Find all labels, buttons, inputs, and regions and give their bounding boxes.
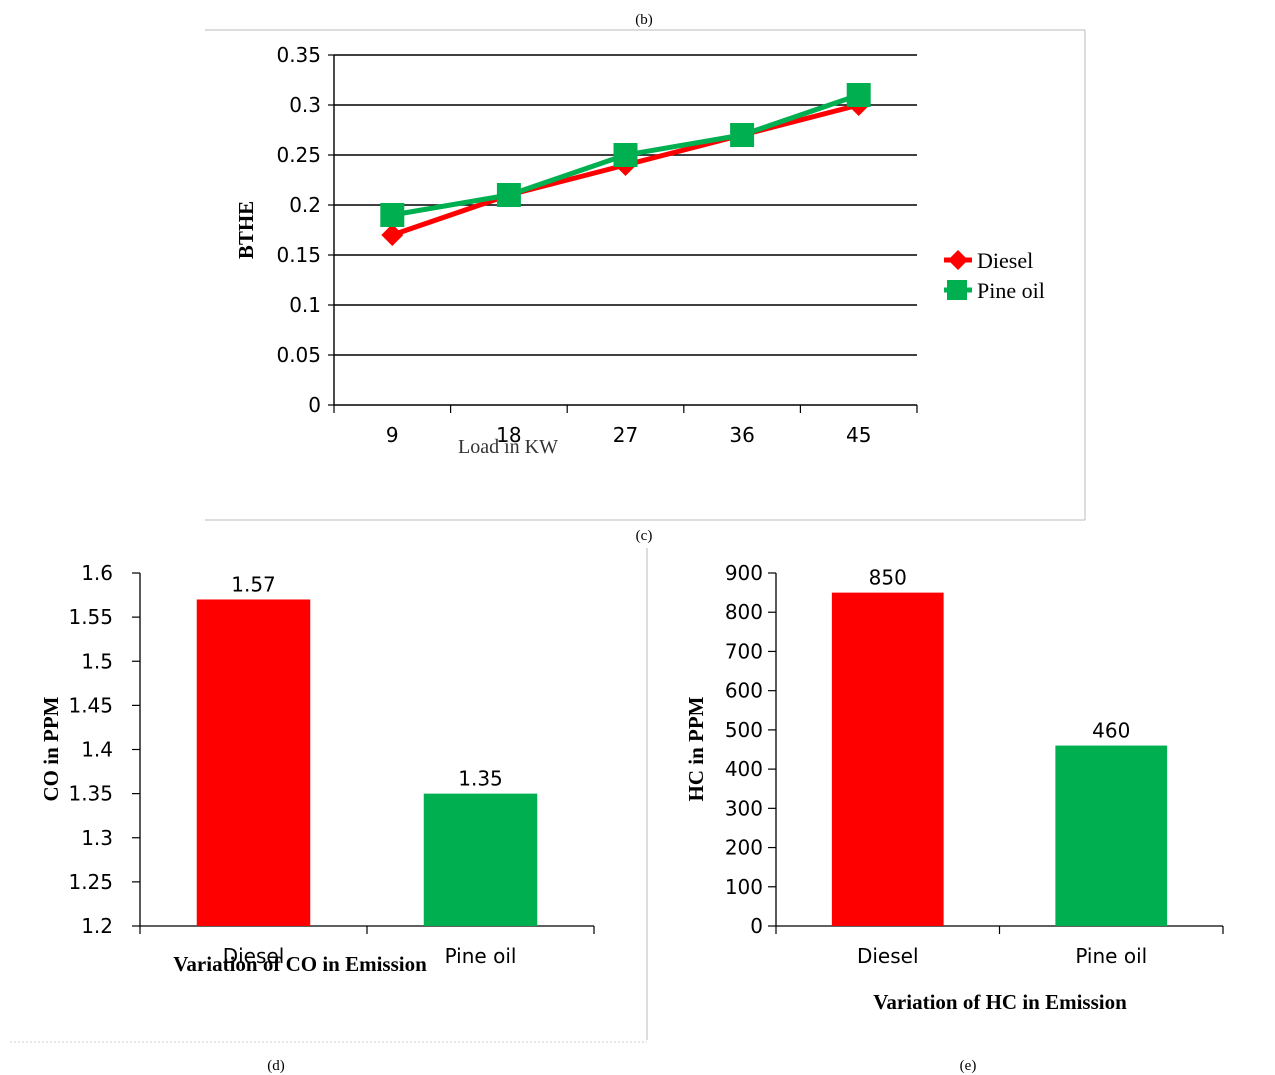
line-chart-legend: Diesel Pine oil [944, 248, 1045, 303]
y-tick-label: 100 [725, 875, 763, 899]
hc-chart-ylabel: HC in PPM [684, 696, 708, 801]
y-tick-label: 0.35 [276, 43, 321, 67]
category-label: Diesel [857, 944, 919, 968]
bar-diesel [831, 592, 944, 926]
line-chart-y-ticks: 0 0.05 0.1 0.15 0.2 0.25 0.3 0.35 [276, 43, 334, 417]
data-point-pine-oil [613, 143, 638, 167]
y-tick-label: 0.05 [276, 343, 321, 367]
data-point-diesel [381, 224, 404, 246]
x-tick-label: 27 [613, 423, 638, 447]
y-tick-label: 1.2 [81, 914, 113, 938]
legend-marker-square [947, 280, 967, 300]
y-tick-label: 800 [725, 600, 763, 624]
y-tick-label: 900 [725, 561, 763, 585]
line-chart-grid [333, 54, 917, 406]
category-label: Pine oil [445, 944, 517, 968]
y-tick-label: 0.25 [276, 143, 321, 167]
co-bar-chart: 1.2 1.25 1.3 1.35 1.4 1.45 1.5 1.55 1.6 1.57 Dies… [39, 561, 595, 976]
hc-chart-bars: 850 Diesel 460 Pine oil [831, 566, 1168, 968]
y-tick-label: 200 [725, 836, 763, 860]
y-tick-label: 1.35 [68, 782, 113, 806]
y-tick-label: 1.5 [81, 649, 113, 673]
data-point-pine-oil [496, 183, 521, 207]
data-label: 1.35 [458, 767, 503, 791]
y-tick-label: 0.2 [289, 193, 321, 217]
line-chart-x-ticks: 9 18 27 36 45 [333, 405, 918, 447]
data-point-pine-oil [730, 123, 755, 147]
data-label: 850 [869, 566, 907, 590]
y-tick-label: 0.15 [276, 243, 321, 267]
btHE-line-chart: 0 0.05 0.1 0.15 0.2 0.25 0.3 0.35 9 18 27 36 45 BTH… [205, 29, 1086, 521]
bar-diesel [196, 599, 311, 926]
y-tick-label: 0 [308, 393, 321, 417]
caption-e: (e) [960, 1058, 977, 1074]
data-label: 460 [1092, 719, 1130, 743]
x-tick-label: 36 [729, 423, 754, 447]
y-tick-label: 400 [725, 757, 763, 781]
y-tick-label: 700 [725, 639, 763, 663]
caption-d: (d) [267, 1058, 285, 1074]
data-label: 1.57 [231, 572, 276, 596]
y-tick-label: 600 [725, 679, 763, 703]
x-tick-label: 9 [386, 423, 399, 447]
data-point-pine-oil [846, 83, 871, 107]
co-chart-bars: 1.57 Diesel 1.35 Pine oil [196, 572, 538, 968]
legend-marker-diamond [948, 250, 968, 270]
category-label: Diesel [223, 944, 285, 968]
hc-chart-axes: 0 100 200 300 400 500 600 700 800 900 [725, 561, 1224, 938]
y-tick-label: 500 [725, 718, 763, 742]
co-chart-xlabel: Variation of CO in Emission [173, 952, 427, 976]
hc-chart-xlabel: Variation of HC in Emission [873, 990, 1127, 1014]
co-chart-ylabel: CO in PPM [39, 696, 63, 801]
legend-label: Pine oil [977, 278, 1045, 303]
bar-pine-oil [1055, 745, 1168, 926]
legend-label: Diesel [977, 248, 1033, 273]
y-tick-label: 300 [725, 796, 763, 820]
y-tick-label: 1.55 [68, 605, 113, 629]
caption-c: (c) [636, 528, 653, 544]
caption-b: (b) [635, 12, 653, 28]
x-tick-label: 45 [846, 423, 871, 447]
y-tick-label: 0.3 [289, 93, 321, 117]
y-tick-label: 1.45 [68, 693, 113, 717]
y-tick-label: 1.6 [81, 561, 113, 585]
y-tick-label: 0 [750, 914, 763, 938]
x-tick-label: 18 [496, 423, 521, 447]
y-tick-label: 0.1 [289, 293, 321, 317]
y-tick-label: 1.25 [68, 870, 113, 894]
hc-bar-chart: 0 100 200 300 400 500 600 700 800 900 850 Diesel 46… [684, 561, 1224, 1014]
data-point-pine-oil [380, 203, 405, 227]
line-chart-series [380, 83, 871, 246]
y-tick-label: 1.4 [81, 738, 113, 762]
category-label: Pine oil [1075, 944, 1147, 968]
bar-pine-oil [423, 793, 538, 926]
line-chart-xlabel: Load in KW [458, 436, 558, 458]
y-tick-label: 1.3 [81, 826, 113, 850]
line-chart-ylabel: BTHE [234, 201, 258, 259]
